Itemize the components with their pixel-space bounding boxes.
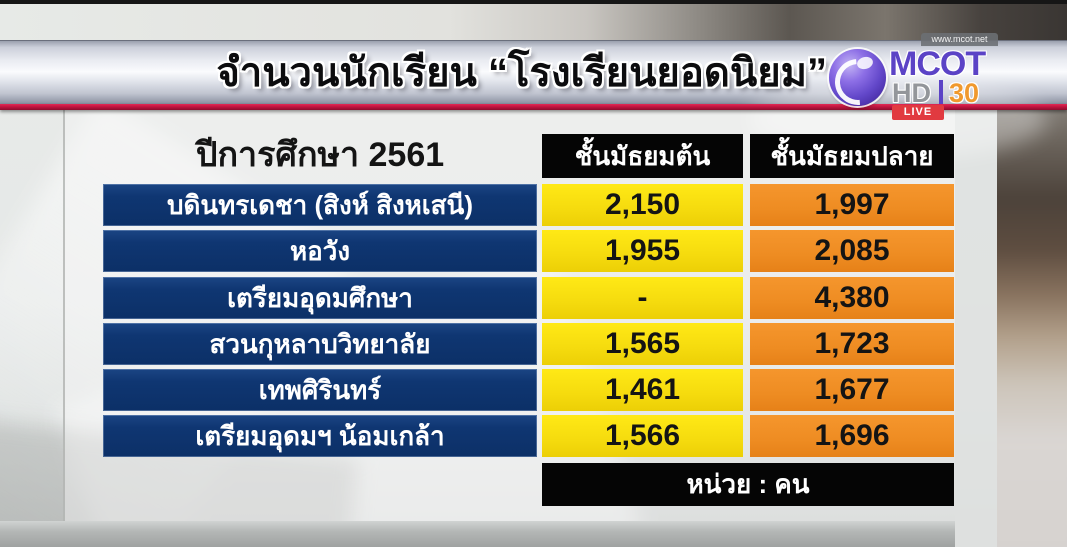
table-row-senior-value: 1,696	[750, 415, 954, 457]
live-badge: LIVE	[892, 105, 944, 120]
table-row-junior-value: 1,461	[542, 369, 743, 411]
table-row-junior-value: -	[542, 277, 743, 319]
background-desk-edge	[0, 521, 955, 547]
background-edge-line	[63, 110, 65, 522]
hd-label: HD	[892, 78, 931, 108]
table-row-junior-value: 1,566	[542, 415, 743, 457]
table-row-senior-value: 1,723	[750, 323, 954, 365]
table-row-school: เตรียมอุดมศึกษา	[103, 277, 537, 319]
column-header-junior: ชั้นมัธยมต้น	[542, 134, 743, 178]
table-row-senior-value: 4,380	[750, 277, 954, 319]
page-title: จำนวนนักเรียน “โรงเรียนยอดนิยม”	[216, 51, 827, 95]
academic-year-label: ปีการศึกษา 2561	[195, 136, 445, 174]
table-row-senior-value: 1,997	[750, 184, 954, 226]
top-black-bar	[0, 0, 1067, 4]
table-row-school: สวนกุหลาบวิทยาลัย	[103, 323, 537, 365]
table-row-school: บดินทรเดชา (สิงห์ สิงหเสนี)	[103, 184, 537, 226]
table-row-junior-value: 1,565	[542, 323, 743, 365]
table-row-senior-value: 1,677	[750, 369, 954, 411]
title-bar	[0, 40, 1067, 159]
column-header-senior: ชั้นมัธยมปลาย	[750, 134, 954, 178]
hd-channel-divider	[939, 80, 943, 104]
unit-label-bar: หน่วย : คน	[542, 463, 954, 506]
mcot-globe-icon	[829, 49, 886, 106]
background-person-photo	[997, 110, 1067, 547]
channel-30-label: 30	[949, 78, 980, 108]
table-row-junior-value: 2,150	[542, 184, 743, 226]
background-person-blur	[997, 110, 1067, 547]
website-url-label: www.mcot.net	[921, 33, 998, 46]
table-row-school: หอวัง	[103, 230, 537, 272]
table-row-school: เตรียมอุดมฯ น้อมเกล้า	[103, 415, 537, 457]
table-row-school: เทพศิรินทร์	[103, 369, 537, 411]
table-row-senior-value: 2,085	[750, 230, 954, 272]
red-accent-line	[0, 104, 1067, 110]
background-top-photo	[0, 4, 1067, 41]
background-panel-edge	[955, 110, 998, 547]
mcot-brand-label: MCOT	[889, 45, 986, 83]
table-row-junior-value: 1,955	[542, 230, 743, 272]
